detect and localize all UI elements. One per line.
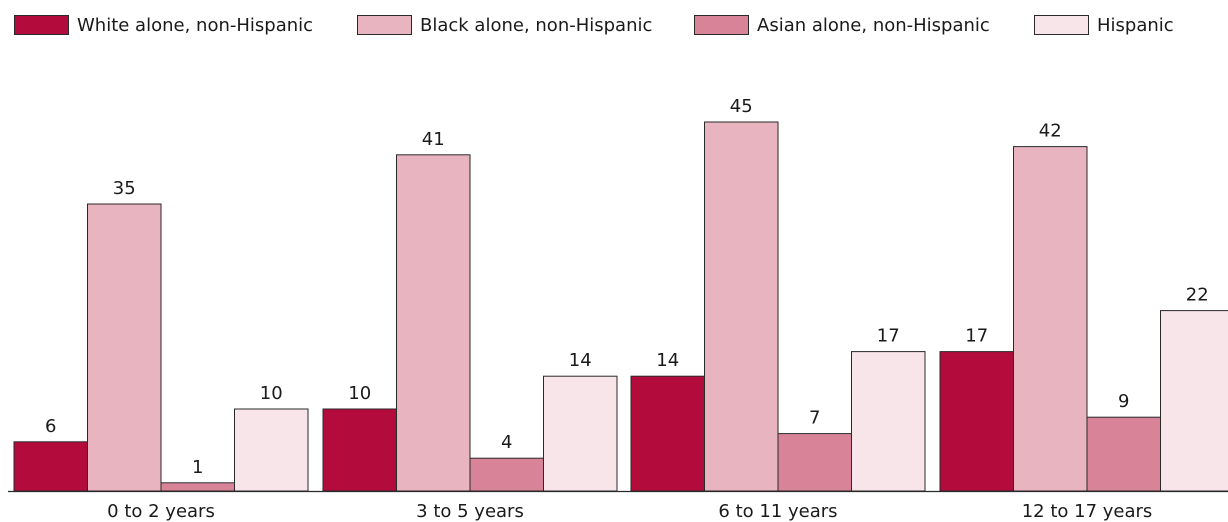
bar-asian-alone-non-hispanic-6-to-11-years bbox=[777, 433, 852, 492]
bar-black-alone-non-hispanic-3-to-5-years bbox=[396, 154, 471, 492]
bar-asian-alone-non-hispanic-0-to-2-years bbox=[160, 482, 235, 492]
bar-white-alone-non-hispanic-3-to-5-years bbox=[322, 408, 397, 492]
legend-label-hispanic: Hispanic bbox=[1097, 14, 1174, 36]
bar-white-alone-non-hispanic-12-to-17-years bbox=[939, 351, 1014, 492]
value-label: 42 bbox=[1039, 121, 1062, 142]
bar-black-alone-non-hispanic-6-to-11-years bbox=[704, 121, 779, 492]
bar-hispanic-3-to-5-years bbox=[543, 375, 618, 492]
x-tick-label-0-to-2-years: 0 to 2 years bbox=[107, 501, 215, 522]
value-label: 10 bbox=[260, 383, 283, 404]
bar-group bbox=[13, 121, 1228, 492]
value-label: 7 bbox=[809, 408, 820, 429]
value-label: 4 bbox=[501, 432, 512, 453]
value-label-group: 6 35 1 10 10 41 4 14 14 45 7 17 17 42 9 22 bbox=[45, 96, 1209, 478]
value-label: 22 bbox=[1186, 285, 1209, 306]
legend-item-white-alone: White alone, non-Hispanic bbox=[14, 13, 313, 37]
value-label: 14 bbox=[656, 350, 679, 371]
x-tick-label-6-to-11-years: 6 to 11 years bbox=[718, 501, 837, 522]
value-label: 41 bbox=[422, 129, 445, 150]
bar-black-alone-non-hispanic-12-to-17-years bbox=[1013, 146, 1088, 492]
value-label: 1 bbox=[192, 457, 203, 478]
legend-swatch-white-alone bbox=[14, 15, 69, 35]
x-tick-label-3-to-5-years: 3 to 5 years bbox=[416, 501, 524, 522]
value-label: 9 bbox=[1118, 391, 1129, 412]
legend-item-black-alone: Black alone, non-Hispanic bbox=[357, 13, 652, 37]
bar-white-alone-non-hispanic-0-to-2-years bbox=[13, 441, 88, 492]
legend-label-black-alone: Black alone, non-Hispanic bbox=[420, 14, 653, 36]
legend-item-hispanic: Hispanic bbox=[1034, 13, 1174, 37]
value-label: 6 bbox=[45, 416, 56, 437]
value-label: 35 bbox=[113, 178, 136, 199]
bar-white-alone-non-hispanic-6-to-11-years bbox=[630, 375, 705, 492]
bar-hispanic-6-to-11-years bbox=[851, 351, 926, 492]
bar-asian-alone-non-hispanic-3-to-5-years bbox=[469, 457, 544, 492]
value-label: 10 bbox=[348, 383, 371, 404]
legend-swatch-hispanic bbox=[1034, 15, 1089, 35]
bar-black-alone-non-hispanic-0-to-2-years bbox=[87, 203, 162, 492]
bar-hispanic-12-to-17-years bbox=[1160, 310, 1228, 492]
x-tick-label-12-to-17-years: 12 to 17 years bbox=[1022, 501, 1153, 522]
bar-asian-alone-non-hispanic-12-to-17-years bbox=[1086, 416, 1161, 492]
x-tick-label-group: 0 to 2 years 3 to 5 years 6 to 11 years 12 … bbox=[107, 501, 1152, 522]
legend-item-asian-alone: Asian alone, non-Hispanic bbox=[694, 13, 990, 37]
legend-label-white-alone: White alone, non-Hispanic bbox=[77, 14, 314, 36]
legend-swatch-black-alone bbox=[357, 15, 412, 35]
chart-legend: White alone, non-Hispanic Black alone, n… bbox=[0, 0, 1228, 50]
value-label: 45 bbox=[730, 96, 753, 117]
legend-swatch-asian-alone bbox=[694, 15, 749, 35]
value-label: 17 bbox=[877, 326, 900, 347]
value-label: 17 bbox=[965, 326, 988, 347]
legend-label-asian-alone: Asian alone, non-Hispanic bbox=[757, 14, 990, 36]
bar-hispanic-0-to-2-years bbox=[234, 408, 309, 492]
value-label: 14 bbox=[569, 350, 592, 371]
